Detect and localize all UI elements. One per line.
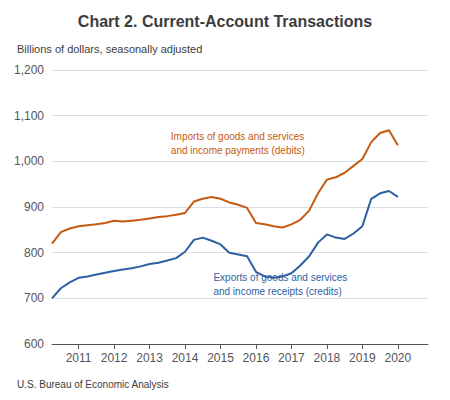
svg-text:2015: 2015 xyxy=(207,351,234,365)
svg-text:Exports of goods and services: Exports of goods and services xyxy=(213,272,347,283)
svg-text:1,000: 1,000 xyxy=(14,154,44,168)
svg-text:and income receipts (credits): and income receipts (credits) xyxy=(213,286,341,297)
svg-text:U.S. Bureau of Economic Analys: U.S. Bureau of Economic Analysis xyxy=(17,379,169,390)
svg-text:and income payments (debits): and income payments (debits) xyxy=(171,145,305,156)
svg-text:2016: 2016 xyxy=(243,351,270,365)
svg-text:600: 600 xyxy=(24,337,44,351)
svg-text:Billions of dollars, seasonall: Billions of dollars, seasonally adjusted xyxy=(17,43,202,55)
svg-text:2017: 2017 xyxy=(278,351,305,365)
svg-text:700: 700 xyxy=(24,291,44,305)
svg-text:1,100: 1,100 xyxy=(14,109,44,123)
svg-text:Chart 2. Current-Account Trans: Chart 2. Current-Account Transactions xyxy=(78,13,372,30)
svg-text:900: 900 xyxy=(24,200,44,214)
svg-text:2013: 2013 xyxy=(136,351,163,365)
svg-text:2018: 2018 xyxy=(314,351,341,365)
svg-text:2014: 2014 xyxy=(172,351,199,365)
svg-text:800: 800 xyxy=(24,246,44,260)
svg-text:1,200: 1,200 xyxy=(14,63,44,77)
svg-text:2020: 2020 xyxy=(384,351,411,365)
svg-text:2019: 2019 xyxy=(349,351,376,365)
svg-text:2012: 2012 xyxy=(101,351,128,365)
svg-text:2011: 2011 xyxy=(66,351,92,365)
svg-text:Imports of goods and services: Imports of goods and services xyxy=(171,131,304,142)
